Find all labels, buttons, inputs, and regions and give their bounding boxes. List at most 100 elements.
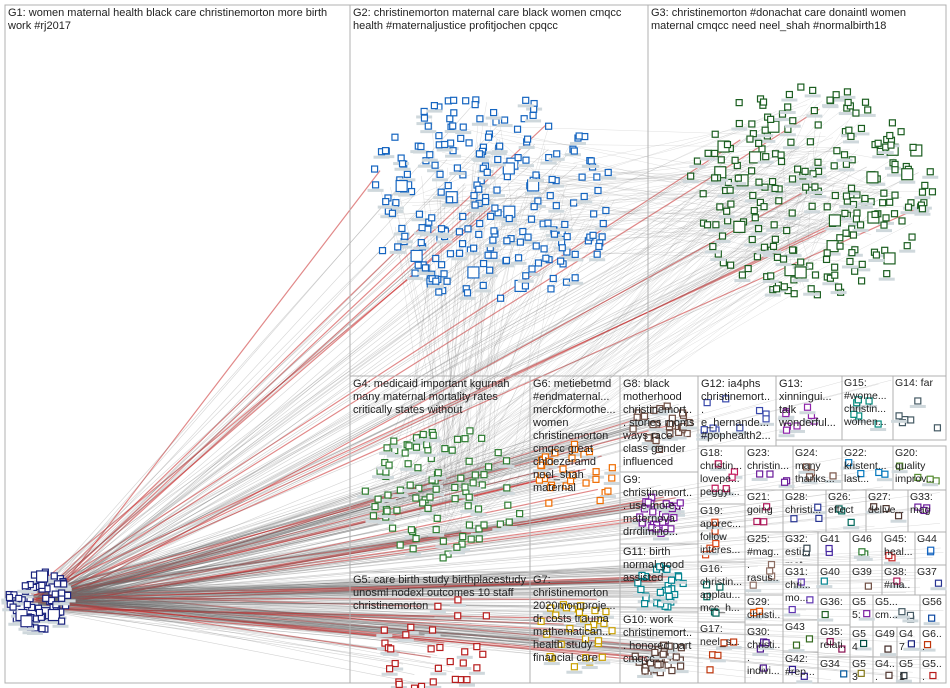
node bbox=[788, 209, 796, 217]
node bbox=[928, 188, 937, 196]
edge bbox=[39, 383, 879, 601]
edge bbox=[39, 539, 804, 601]
node-label-bg bbox=[510, 261, 527, 265]
node-label-bg bbox=[414, 231, 431, 235]
node-label-bg bbox=[597, 615, 614, 619]
edge bbox=[38, 595, 659, 648]
node-label-bg bbox=[52, 624, 69, 628]
node bbox=[683, 429, 691, 438]
node-label-bg bbox=[763, 580, 780, 584]
node bbox=[754, 224, 763, 233]
node bbox=[432, 485, 440, 493]
node bbox=[521, 282, 530, 290]
node bbox=[475, 150, 484, 158]
node bbox=[677, 644, 685, 652]
node bbox=[656, 563, 664, 571]
node bbox=[479, 281, 487, 290]
node-label-bg bbox=[794, 179, 811, 183]
edge bbox=[45, 588, 665, 606]
node bbox=[826, 96, 834, 104]
edge bbox=[444, 148, 782, 237]
edge bbox=[43, 224, 534, 607]
edge bbox=[41, 598, 580, 634]
edge bbox=[42, 198, 882, 608]
node bbox=[412, 534, 420, 543]
edge bbox=[33, 504, 661, 594]
node bbox=[596, 496, 604, 505]
edge bbox=[471, 210, 821, 217]
edge bbox=[478, 189, 741, 474]
node bbox=[36, 570, 49, 583]
node bbox=[455, 228, 464, 236]
node bbox=[809, 86, 817, 95]
node-label-bg bbox=[432, 178, 449, 182]
node bbox=[419, 499, 427, 507]
node bbox=[543, 630, 551, 638]
node-label-bg bbox=[878, 277, 895, 281]
edge bbox=[45, 473, 583, 606]
group-box bbox=[919, 656, 947, 684]
node bbox=[38, 625, 46, 633]
node bbox=[654, 661, 662, 669]
edge bbox=[488, 175, 747, 208]
node-label-bg bbox=[420, 130, 437, 134]
edge bbox=[37, 474, 573, 608]
edge bbox=[42, 484, 463, 606]
node-label-bg bbox=[903, 647, 920, 651]
edge bbox=[32, 424, 664, 605]
edge bbox=[397, 196, 769, 504]
node bbox=[785, 90, 793, 99]
node bbox=[926, 168, 934, 176]
node bbox=[608, 464, 616, 472]
node bbox=[405, 442, 413, 450]
node bbox=[489, 236, 497, 244]
node bbox=[503, 484, 511, 492]
node bbox=[455, 249, 464, 257]
node-label-bg bbox=[649, 668, 666, 672]
node-label-bg bbox=[408, 441, 425, 445]
node bbox=[898, 608, 906, 616]
node-label-bg bbox=[577, 642, 594, 646]
edge bbox=[390, 165, 495, 206]
node bbox=[712, 609, 720, 617]
edge bbox=[37, 209, 817, 607]
edge bbox=[39, 596, 670, 609]
node bbox=[836, 242, 844, 250]
group-label: G6: metiebetmd #endmaternal... merckform… bbox=[533, 378, 616, 494]
node-label-bg bbox=[745, 616, 762, 620]
edge bbox=[488, 141, 493, 144]
edge bbox=[47, 565, 665, 595]
node bbox=[820, 577, 828, 585]
node bbox=[884, 645, 892, 653]
node bbox=[58, 617, 66, 625]
edge bbox=[35, 605, 426, 644]
node bbox=[371, 181, 380, 189]
node bbox=[760, 243, 769, 251]
node bbox=[370, 165, 379, 173]
node-label-bg bbox=[558, 256, 575, 260]
node bbox=[746, 135, 754, 143]
node bbox=[914, 473, 922, 482]
node bbox=[782, 409, 790, 418]
edge bbox=[39, 599, 753, 635]
node bbox=[753, 253, 762, 261]
node-label-bg bbox=[838, 112, 855, 116]
node-label-bg bbox=[914, 196, 931, 200]
edge bbox=[39, 552, 944, 601]
edge bbox=[45, 600, 671, 646]
node bbox=[493, 186, 501, 194]
edge bbox=[33, 418, 660, 594]
node bbox=[744, 264, 752, 273]
edge bbox=[516, 95, 841, 487]
node bbox=[557, 257, 565, 265]
edge bbox=[454, 166, 554, 494]
node-label-bg bbox=[419, 512, 436, 516]
node bbox=[602, 608, 610, 616]
group-label: G30: christi... indivi... bbox=[747, 626, 781, 677]
node-label-bg bbox=[419, 233, 436, 237]
node-label-bg bbox=[836, 158, 853, 162]
node-label-bg bbox=[806, 190, 823, 194]
node bbox=[600, 619, 608, 628]
node-label-bg bbox=[853, 132, 870, 136]
node-label-bg bbox=[435, 545, 452, 549]
